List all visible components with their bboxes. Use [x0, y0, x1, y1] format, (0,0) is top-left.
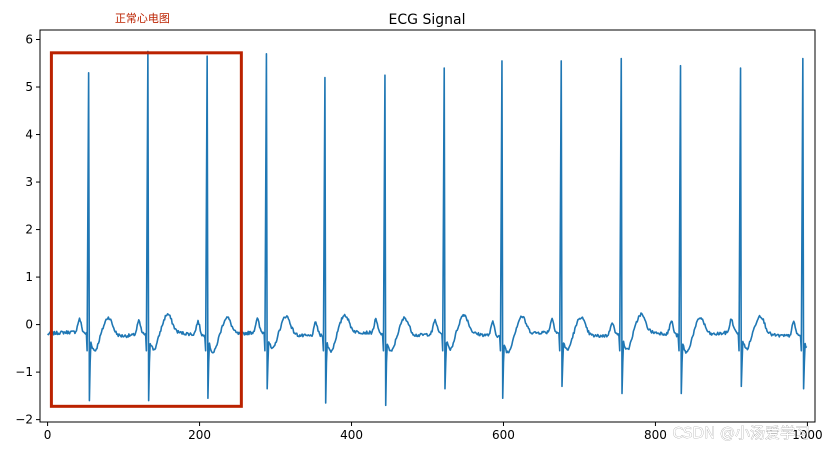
y-tick-label: 3 — [25, 175, 33, 189]
y-tick-label: 1 — [25, 270, 33, 284]
y-tick-label: 0 — [25, 318, 33, 332]
x-tick-label: 600 — [492, 428, 515, 442]
watermark: CSDN @小汤爱学习 — [672, 424, 810, 442]
axes-frame — [39, 29, 816, 423]
y-tick-label: 6 — [25, 33, 33, 47]
annotation-layer: 正常心电图 — [49, 12, 243, 408]
plot-area — [46, 50, 808, 407]
y-tick-label: −2 — [15, 413, 33, 427]
x-tick-label: 1000 — [792, 428, 823, 442]
ecg-series-line — [46, 50, 808, 407]
x-tick-label: 0 — [44, 428, 52, 442]
x-tick-label: 800 — [644, 428, 667, 442]
normal-ecg-highlight-box — [49, 51, 243, 408]
axes: 0 200 400 600 800 1000 −2 −1 0 1 2 3 4 5 6 — [15, 29, 823, 442]
chart-title: ECG Signal — [389, 12, 466, 28]
annotation-label: 正常心电图 — [115, 12, 170, 25]
x-tick-label: 200 — [188, 428, 211, 442]
y-tick-label: 4 — [25, 128, 33, 142]
y-tick-label: −1 — [15, 365, 33, 379]
y-tick-label: 5 — [25, 80, 33, 94]
x-tick-label: 400 — [340, 428, 363, 442]
y-tick-label: 2 — [25, 223, 33, 237]
